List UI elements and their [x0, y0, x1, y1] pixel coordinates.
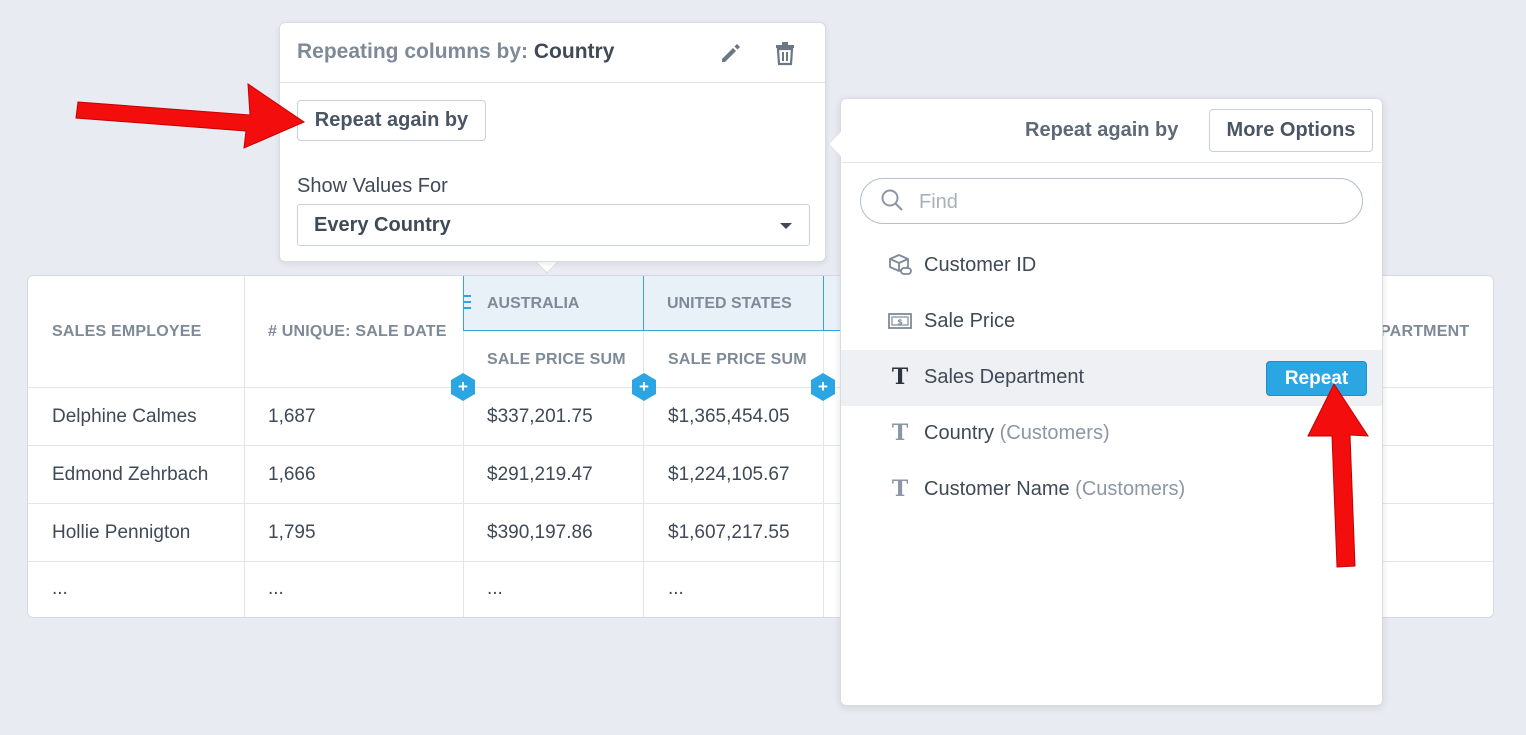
list-item-label: Sales Department: [924, 366, 1085, 388]
repeat-button[interactable]: Repeat: [1266, 361, 1367, 396]
popover-title-value: Country: [533, 40, 615, 63]
row-divider: [28, 561, 1493, 562]
list-item-label: Sale Price: [924, 310, 1016, 332]
column-divider: [643, 276, 644, 617]
list-item-customer-id[interactable]: Customer ID: [841, 238, 1382, 294]
add-column-icon[interactable]: +: [451, 373, 475, 401]
text-type-icon: T: [891, 420, 909, 446]
cell-united-states: $1,365,454.05: [668, 406, 790, 427]
repeat-again-by-button[interactable]: Repeat again by: [297, 100, 486, 141]
search-input[interactable]: Find: [860, 178, 1363, 224]
text-type-icon: T: [891, 476, 909, 502]
popover-title-prefix: Repeating columns by:: [297, 40, 529, 63]
cell-united-states: $1,607,217.55: [668, 522, 790, 543]
add-column-icon[interactable]: +: [811, 373, 835, 401]
show-values-select[interactable]: Every Country: [297, 204, 810, 246]
list-item-label: Country (Customers): [924, 422, 1110, 444]
column-divider: [463, 276, 464, 617]
cell-united-states: $1,224,105.67: [668, 464, 790, 485]
edit-icon[interactable]: [716, 39, 744, 67]
header-unique-sale-date[interactable]: # UNIQUE: SALE DATE: [268, 323, 447, 340]
group-header-label: UNITED STATES: [667, 295, 792, 312]
show-values-selected: Every Country: [314, 214, 451, 236]
cell-unique: ...: [268, 578, 284, 599]
row-divider: [28, 387, 1493, 388]
chevron-down-icon: [780, 223, 792, 229]
cell-employee: Delphine Calmes: [52, 406, 197, 427]
search-placeholder: Find: [919, 191, 958, 213]
cell-unique: 1,666: [268, 464, 316, 485]
list-item-customer-name-customers[interactable]: T Customer Name (Customers): [841, 462, 1382, 518]
text-type-icon: T: [891, 364, 909, 390]
cell-australia: $337,201.75: [487, 406, 593, 427]
list-item-country-customers[interactable]: T Country (Customers): [841, 406, 1382, 462]
list-item-label: Customer ID: [924, 254, 1037, 276]
popover-topbar: Repeat again by More Options: [841, 99, 1382, 163]
cell-employee: ...: [52, 578, 68, 599]
list-item-sales-department[interactable]: T Sales Department Repeat: [841, 350, 1382, 406]
list-item-sale-price[interactable]: $ Sale Price: [841, 294, 1382, 350]
column-divider: [244, 276, 245, 617]
list-item-label: Customer Name (Customers): [924, 478, 1186, 500]
group-header-united-states[interactable]: UNITED STATES: [643, 276, 824, 331]
group-header-australia[interactable]: AUSTRALIA: [463, 276, 644, 331]
cell-unique: 1,795: [268, 522, 316, 543]
group-header-label: AUSTRALIA: [487, 295, 580, 312]
drag-handle-icon[interactable]: [463, 295, 471, 313]
repeating-columns-popover: Repeating columns by: Country Repeat aga…: [279, 22, 826, 262]
cell-australia: $291,219.47: [487, 464, 593, 485]
add-column-icon[interactable]: +: [632, 373, 656, 401]
subheader-sale-price-sum[interactable]: SALE PRICE SUM: [668, 351, 807, 368]
repeat-again-by-popover: Repeat again by More Options Find Custom…: [840, 98, 1383, 706]
more-options-button[interactable]: More Options: [1209, 109, 1373, 152]
cell-employee: Edmond Zehrbach: [52, 464, 209, 485]
search-icon: [881, 189, 903, 211]
row-divider: [28, 445, 1493, 446]
cell-employee: Hollie Pennigton: [52, 522, 191, 543]
popover-title: Repeat again by: [1025, 119, 1179, 141]
linked-box-icon: [889, 254, 912, 275]
cell-australia: ...: [487, 578, 503, 599]
annotation-arrow-right-icon: [75, 83, 306, 149]
header-sales-employee[interactable]: SALES EMPLOYEE: [52, 323, 202, 340]
column-divider: [823, 276, 824, 617]
trash-icon[interactable]: [771, 39, 799, 67]
header-sales-department-partial[interactable]: PARTMENT: [1380, 323, 1470, 340]
popover-header: Repeating columns by: Country: [280, 23, 825, 83]
cell-united-states: ...: [668, 578, 684, 599]
row-divider: [28, 503, 1493, 504]
cell-unique: 1,687: [268, 406, 316, 427]
show-values-label: Show Values For: [297, 175, 448, 197]
money-icon: $: [888, 313, 912, 329]
subheader-sale-price-sum[interactable]: SALE PRICE SUM: [487, 351, 626, 368]
cell-australia: $390,197.86: [487, 522, 593, 543]
svg-text:$: $: [897, 318, 903, 327]
annotation-arrow-up-icon: [1307, 382, 1369, 568]
